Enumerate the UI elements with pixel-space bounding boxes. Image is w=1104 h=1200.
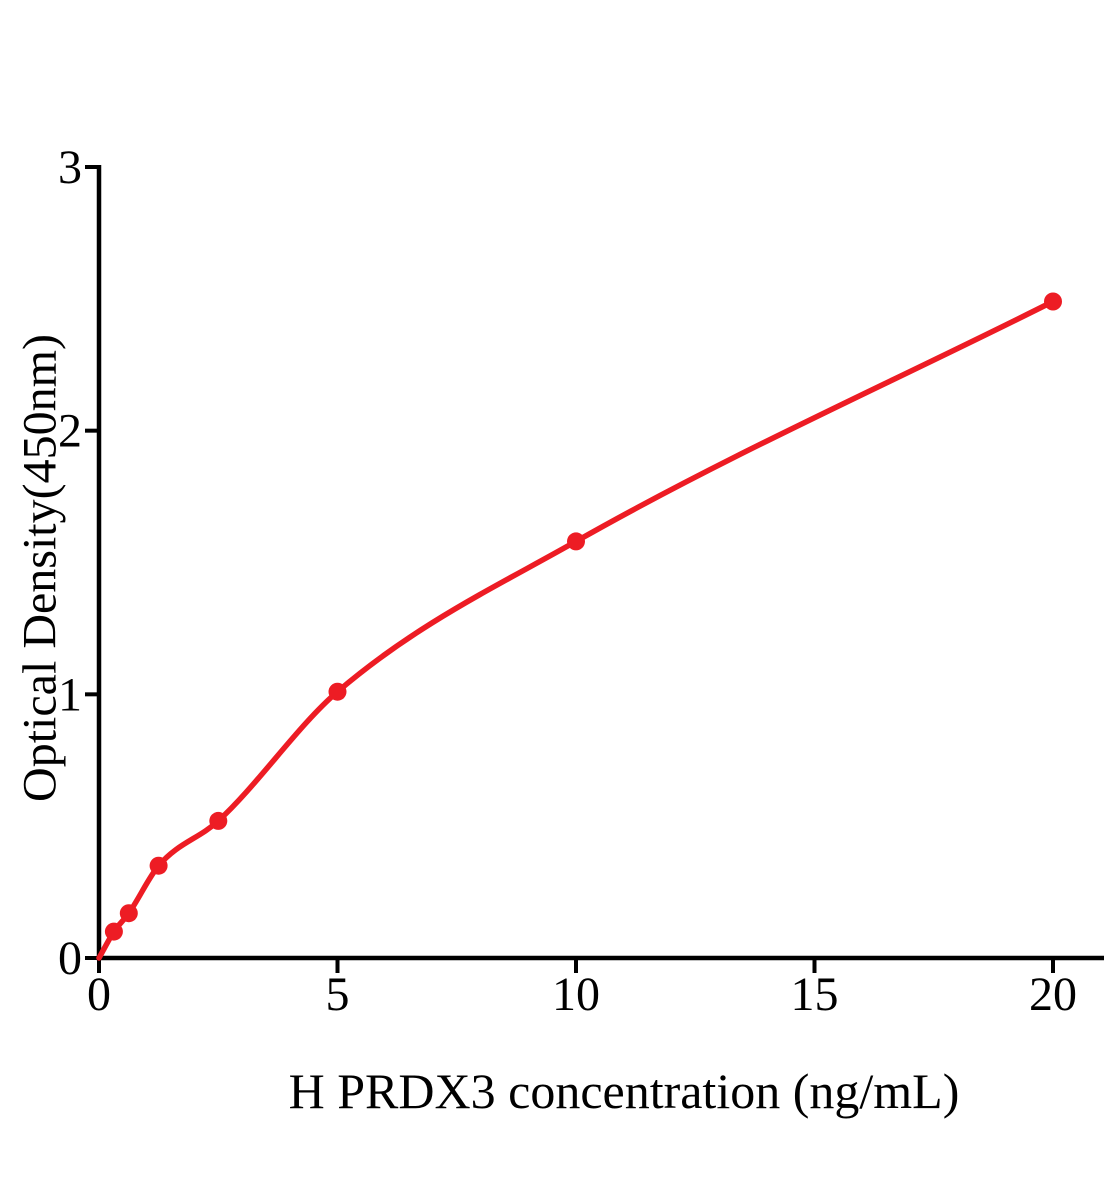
fit-curve <box>96 298 1056 961</box>
data-point <box>567 532 585 551</box>
x-tick-label: 15 <box>791 968 839 1021</box>
y-tick-label: 1 <box>58 668 82 721</box>
x-tick-label: 10 <box>552 968 600 1021</box>
x-tick-label: 20 <box>1029 968 1077 1021</box>
data-point <box>119 904 138 923</box>
x-tick-label: 0 <box>87 968 111 1021</box>
data-point <box>209 811 228 830</box>
y-axis-title: Optical Density(450nm) <box>13 334 67 802</box>
data-point <box>149 856 168 875</box>
y-tick-label: 0 <box>58 932 82 985</box>
y-tick-label: 2 <box>58 405 82 458</box>
x-axis-title: H PRDX3 concentration (ng/mL) <box>288 1063 960 1119</box>
data-point <box>104 922 123 941</box>
x-tick-label: 5 <box>326 968 350 1021</box>
y-tick-label: 3 <box>58 141 82 194</box>
data-point <box>1044 292 1062 311</box>
data-point <box>328 682 347 701</box>
